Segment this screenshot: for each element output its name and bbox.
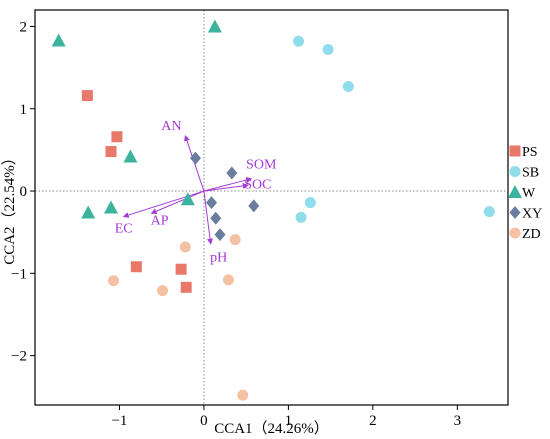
point-sb bbox=[342, 81, 354, 93]
x-tick-label: −1 bbox=[111, 413, 127, 429]
reference-lines bbox=[35, 10, 508, 405]
point-w bbox=[51, 33, 66, 47]
point-w bbox=[81, 205, 96, 219]
arrow-label-ph: pH bbox=[210, 251, 227, 266]
point-zd bbox=[179, 241, 191, 253]
point-ps bbox=[180, 281, 192, 293]
point-ps bbox=[111, 131, 123, 143]
legend-label-ps: PS bbox=[522, 145, 538, 160]
arrow-label-som: SOM bbox=[246, 158, 277, 173]
point-zd bbox=[229, 234, 241, 246]
point-zd bbox=[108, 275, 120, 287]
legend-marker-zd bbox=[509, 227, 521, 239]
point-zd bbox=[157, 285, 169, 297]
arrow-label-ap: AP bbox=[151, 213, 169, 228]
arrow-label-an: AN bbox=[161, 119, 181, 134]
point-xy bbox=[214, 228, 226, 242]
point-w bbox=[123, 149, 138, 163]
point-zd bbox=[222, 274, 234, 286]
axis-ticks: −1 0 1 2 3 2 1 0 −1 −2 bbox=[11, 19, 461, 429]
arrow-ap bbox=[150, 190, 205, 215]
arrow-som bbox=[203, 177, 253, 192]
x-tick-label: 0 bbox=[200, 413, 208, 429]
point-w bbox=[180, 192, 195, 206]
arrow-ec bbox=[122, 190, 205, 218]
plot-frame bbox=[34, 9, 509, 406]
y-tick-label: 1 bbox=[20, 102, 28, 118]
legend-marker-w bbox=[508, 185, 522, 198]
legend-marker-xy bbox=[509, 206, 521, 219]
point-xy bbox=[206, 196, 218, 210]
environment-arrows: AN SOM SOC EC AP pH bbox=[115, 119, 277, 266]
point-xy bbox=[226, 166, 238, 180]
point-xy bbox=[248, 199, 260, 213]
arrow-label-ec: EC bbox=[115, 222, 133, 237]
y-axis-title: CCA2（22.54%） bbox=[1, 150, 18, 265]
legend-marker-ps bbox=[509, 145, 521, 157]
point-w bbox=[207, 19, 222, 33]
point-ps bbox=[175, 263, 187, 275]
x-tick-label: 2 bbox=[369, 413, 377, 429]
point-ps bbox=[105, 146, 117, 158]
legend-label-xy: XY bbox=[522, 207, 542, 222]
point-zd bbox=[237, 389, 249, 401]
point-xy bbox=[189, 151, 201, 165]
point-w bbox=[104, 200, 119, 214]
legend: PS SB W XY ZD bbox=[508, 145, 542, 242]
x-tick-label: 3 bbox=[454, 413, 462, 429]
arrow-label-soc: SOC bbox=[244, 177, 271, 192]
point-sb bbox=[293, 35, 305, 47]
x-axis-title: CCA1（24.26%） bbox=[214, 420, 329, 437]
point-xy bbox=[210, 211, 222, 225]
point-sb bbox=[322, 44, 334, 55]
point-sb bbox=[295, 211, 307, 223]
point-ps bbox=[81, 90, 93, 102]
y-tick-label: −2 bbox=[11, 349, 27, 365]
point-ps bbox=[130, 261, 142, 273]
legend-label-w: W bbox=[522, 186, 536, 201]
point-sb bbox=[483, 206, 495, 218]
arrow-ph bbox=[203, 190, 214, 245]
y-tick-label: 2 bbox=[20, 19, 28, 35]
legend-marker-sb bbox=[509, 166, 521, 177]
sample-points bbox=[51, 19, 495, 401]
y-tick-label: 0 bbox=[20, 184, 28, 200]
legend-label-sb: SB bbox=[522, 166, 539, 181]
y-tick-label: −1 bbox=[11, 266, 27, 282]
arrow-soc bbox=[203, 182, 249, 192]
legend-label-zd: ZD bbox=[522, 227, 541, 242]
point-sb bbox=[304, 197, 316, 209]
x-tick-label: 1 bbox=[285, 413, 293, 429]
